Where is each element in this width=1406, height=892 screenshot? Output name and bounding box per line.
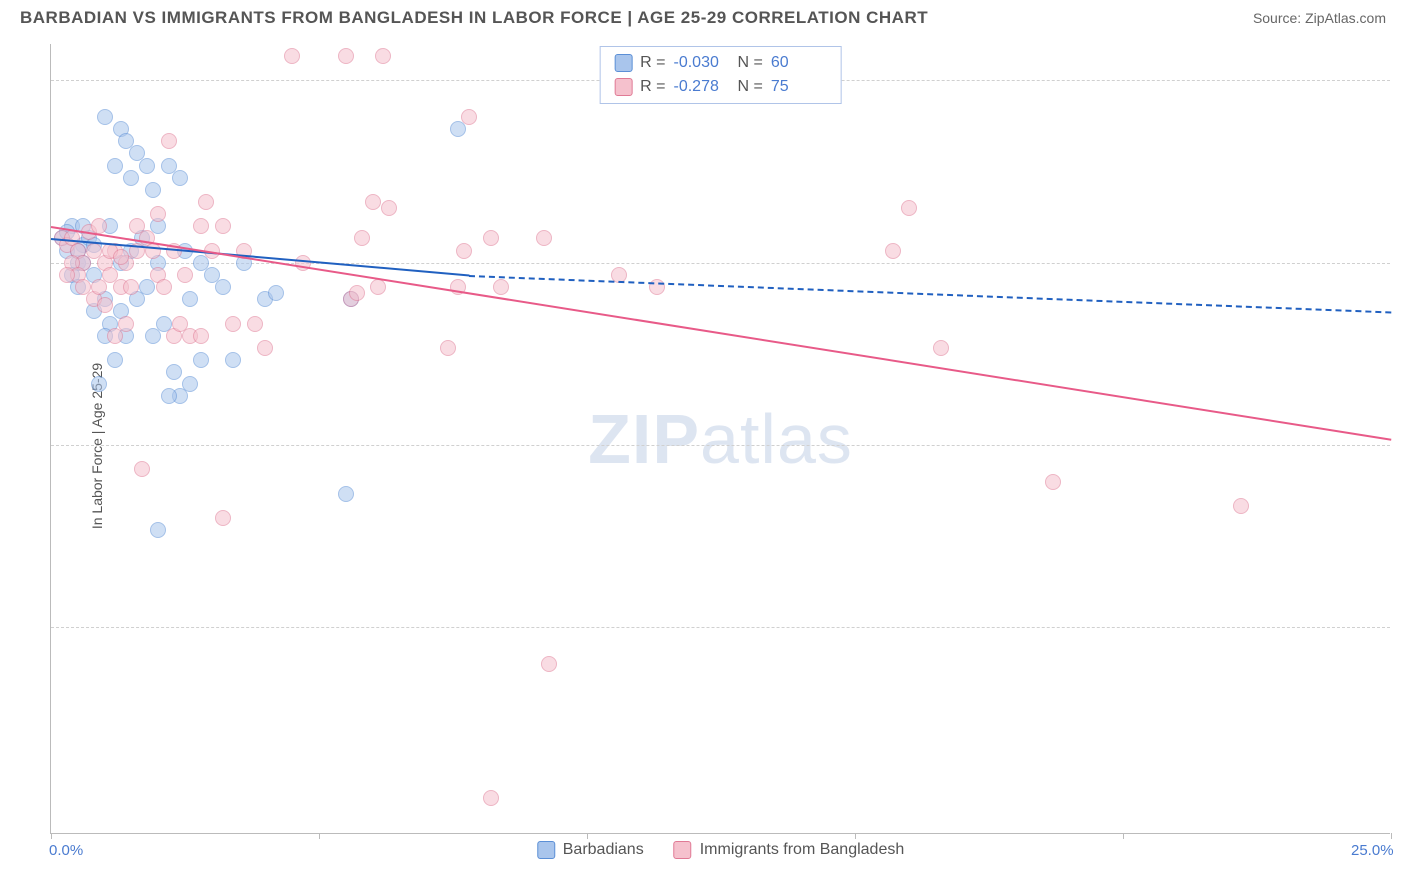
data-point — [349, 285, 365, 301]
stat-n-value: 60 — [771, 51, 827, 75]
data-point — [134, 461, 150, 477]
data-point — [493, 279, 509, 295]
data-point — [161, 133, 177, 149]
data-point — [268, 285, 284, 301]
data-point — [461, 109, 477, 125]
data-point — [182, 376, 198, 392]
data-point — [541, 656, 557, 672]
data-point — [75, 279, 91, 295]
legend-label: Immigrants from Bangladesh — [700, 841, 905, 859]
data-point — [123, 279, 139, 295]
x-tick — [1123, 833, 1124, 839]
trend-line — [469, 275, 1391, 313]
data-point — [113, 249, 129, 265]
data-point — [440, 340, 456, 356]
data-point — [225, 352, 241, 368]
data-point — [901, 200, 917, 216]
legend-item: Barbadians — [537, 841, 644, 859]
data-point — [536, 230, 552, 246]
x-tick-label: 0.0% — [49, 842, 83, 859]
data-point — [172, 170, 188, 186]
data-point — [198, 194, 214, 210]
x-tick — [1391, 833, 1392, 839]
data-point — [97, 297, 113, 313]
data-point — [97, 109, 113, 125]
data-point — [156, 279, 172, 295]
data-point — [338, 48, 354, 64]
data-point — [91, 376, 107, 392]
gridline — [51, 445, 1390, 446]
stat-n-label: N = — [738, 75, 763, 99]
watermark: ZIPatlas — [588, 399, 853, 479]
data-point — [225, 316, 241, 332]
data-point — [193, 328, 209, 344]
scatter-chart: ZIPatlas 55.0%70.0%85.0%100.0%0.0%25.0%R… — [50, 44, 1390, 834]
data-point — [257, 340, 273, 356]
legend-label: Barbadians — [563, 841, 644, 859]
data-point — [107, 352, 123, 368]
stats-row: R = -0.030 N = 60 — [614, 51, 827, 75]
stat-r-label: R = — [640, 75, 665, 99]
legend-swatch — [674, 841, 692, 859]
chart-title: BARBADIAN VS IMMIGRANTS FROM BANGLADESH … — [20, 8, 928, 28]
data-point — [483, 790, 499, 806]
data-point — [354, 230, 370, 246]
stat-r-value: -0.278 — [674, 75, 730, 99]
data-point — [456, 243, 472, 259]
data-point — [1233, 498, 1249, 514]
data-point — [139, 158, 155, 174]
gridline — [51, 627, 1390, 628]
data-point — [193, 218, 209, 234]
chart-header: BARBADIAN VS IMMIGRANTS FROM BANGLADESH … — [0, 0, 1406, 34]
x-tick-label: 25.0% — [1351, 842, 1394, 859]
data-point — [885, 243, 901, 259]
data-point — [59, 267, 75, 283]
stats-row: R = -0.278 N = 75 — [614, 75, 827, 99]
stat-n-label: N = — [738, 51, 763, 75]
legend-swatch — [537, 841, 555, 859]
data-point — [483, 230, 499, 246]
legend-item: Immigrants from Bangladesh — [674, 841, 905, 859]
x-tick — [319, 833, 320, 839]
source-attribution: Source: ZipAtlas.com — [1253, 10, 1386, 26]
stat-r-value: -0.030 — [674, 51, 730, 75]
data-point — [161, 388, 177, 404]
data-point — [145, 182, 161, 198]
data-point — [166, 364, 182, 380]
data-point — [338, 486, 354, 502]
data-point — [177, 267, 193, 283]
data-point — [123, 170, 139, 186]
data-point — [150, 522, 166, 538]
data-point — [933, 340, 949, 356]
legend-swatch — [614, 78, 632, 96]
data-point — [193, 352, 209, 368]
series-legend: Barbadians Immigrants from Bangladesh — [537, 841, 904, 859]
x-tick — [855, 833, 856, 839]
trend-line — [51, 226, 1391, 441]
x-tick — [587, 833, 588, 839]
stat-n-value: 75 — [771, 75, 827, 99]
stats-legend: R = -0.030 N = 60 R = -0.278 N = 75 — [599, 46, 842, 104]
data-point — [182, 291, 198, 307]
data-point — [107, 158, 123, 174]
data-point — [247, 316, 263, 332]
stat-r-label: R = — [640, 51, 665, 75]
data-point — [91, 279, 107, 295]
data-point — [370, 279, 386, 295]
data-point — [215, 279, 231, 295]
data-point — [215, 218, 231, 234]
data-point — [375, 48, 391, 64]
x-tick — [51, 833, 52, 839]
data-point — [150, 206, 166, 222]
data-point — [381, 200, 397, 216]
data-point — [1045, 474, 1061, 490]
data-point — [365, 194, 381, 210]
data-point — [107, 328, 123, 344]
legend-swatch — [614, 54, 632, 72]
data-point — [215, 510, 231, 526]
data-point — [284, 48, 300, 64]
